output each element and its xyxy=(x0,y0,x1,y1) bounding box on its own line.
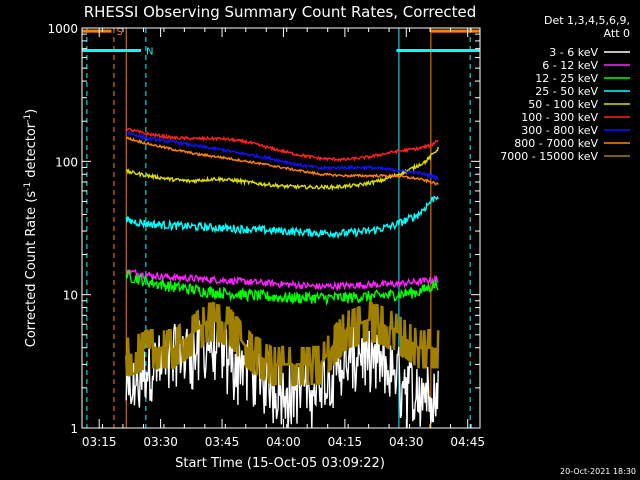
series-line-5 xyxy=(125,127,439,163)
y-tick-label-3: 1000 xyxy=(47,22,78,36)
x-tick-label-1: 03:30 xyxy=(143,435,178,449)
legend-label-7: 800 - 7000 keV xyxy=(514,137,598,150)
legend-label-0: 3 - 6 keV xyxy=(549,46,598,59)
legend-label-4: 50 - 100 keV xyxy=(528,98,598,111)
y-axis-label-mid: detector xyxy=(24,122,39,182)
x-axis-label: Start Time (15-Oct-05 03:09:22) xyxy=(175,456,385,471)
series-line-3 xyxy=(125,195,439,240)
y-tick-label-2: 100 xyxy=(55,155,78,169)
y-tick-label-0: 1 xyxy=(70,422,78,436)
plot-frame xyxy=(81,27,481,429)
flag-label-0: S xyxy=(116,27,122,38)
series-line-2 xyxy=(125,269,439,306)
legend-label-6: 300 - 800 keV xyxy=(521,124,598,137)
x-tick-label-3: 04:00 xyxy=(266,435,301,449)
axis-ticks: 1 10 100 1000 03:15 03:30 03:45 04:00 04:15 04:30… xyxy=(47,22,485,449)
legend-label-3: 25 - 50 keV xyxy=(535,85,598,98)
legend-label-5: 100 - 300 keV xyxy=(521,111,598,124)
y-axis-label-sup2: -1 xyxy=(23,114,33,123)
series-line-8 xyxy=(124,300,440,387)
x-tick-label-6: 04:45 xyxy=(450,435,485,449)
legend-header-2: Att 0 xyxy=(604,27,630,40)
series-line-1 xyxy=(125,268,439,292)
y-axis-label-end: ) xyxy=(24,109,39,114)
footer-date: 20-Oct-2021 18:30 xyxy=(560,467,636,476)
y-axis-label-sup1: -1 xyxy=(23,182,33,191)
y-axis-label: Corrected Count Rate (s-1 detector-1) xyxy=(23,109,39,347)
x-tick-label-2: 03:45 xyxy=(205,435,240,449)
series-line-6 xyxy=(126,131,439,181)
legend-label-8: 7000 - 15000 keV xyxy=(500,150,598,163)
series-group xyxy=(124,127,440,429)
legend-header-1: Det 1,3,4,5,6,9, xyxy=(544,14,630,27)
series-line-7 xyxy=(125,136,439,186)
legend-label-2: 12 - 25 keV xyxy=(535,72,598,85)
flag-bars: SN xyxy=(82,27,480,58)
y-tick-label-1: 10 xyxy=(63,289,78,303)
flag-label-1: N xyxy=(146,47,153,58)
x-tick-label-0: 03:15 xyxy=(82,435,117,449)
chart-title: RHESSI Observing Summary Count Rates, Co… xyxy=(84,3,477,21)
y-axis-label-part: Corrected Count Rate (s xyxy=(24,191,39,348)
legend-label-1: 6 - 12 keV xyxy=(542,59,598,72)
x-tick-label-5: 04:30 xyxy=(389,435,424,449)
series-line-4 xyxy=(125,146,439,192)
x-tick-label-4: 04:15 xyxy=(328,435,363,449)
